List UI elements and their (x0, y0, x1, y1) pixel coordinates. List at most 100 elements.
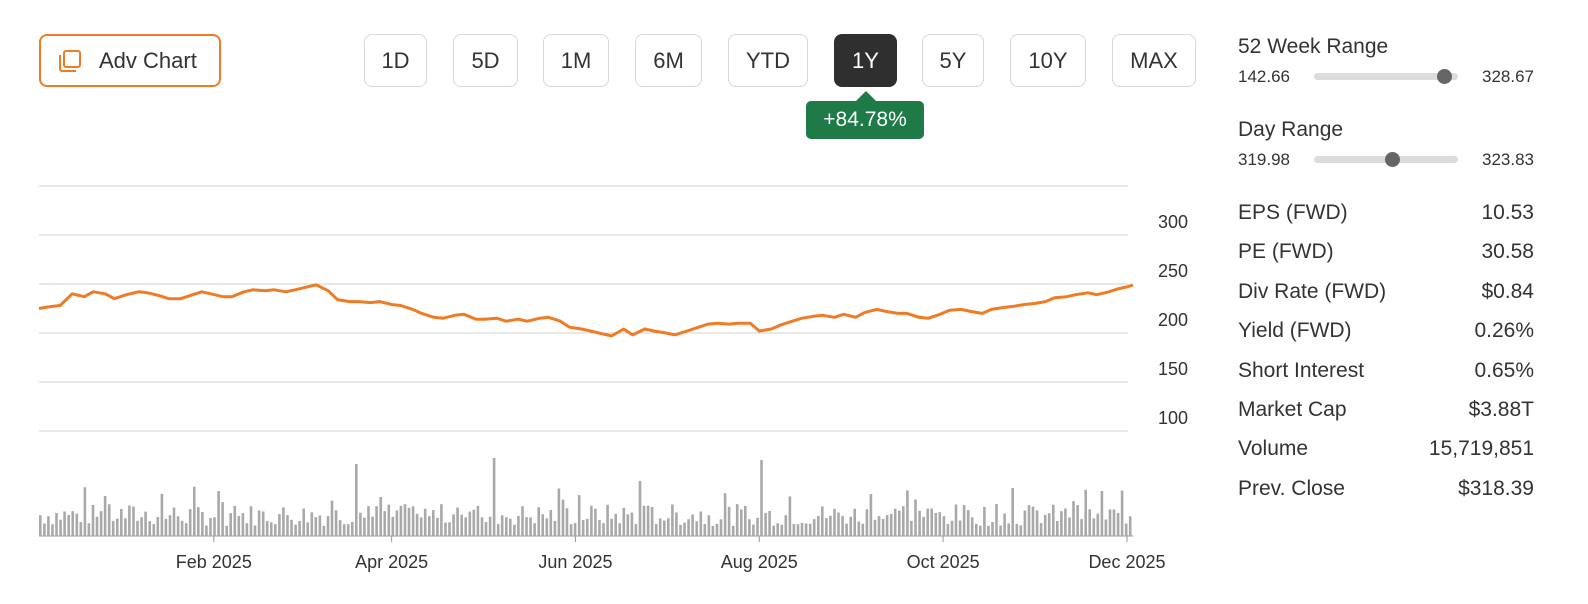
volume-bar (217, 491, 220, 536)
volume-bar (391, 516, 395, 536)
volume-bar (792, 524, 796, 536)
volume-bar (310, 512, 314, 536)
volume-bar (829, 515, 832, 536)
volume-bar (363, 517, 366, 536)
y-tick-label: 100 (1158, 408, 1188, 428)
adv-chart-button[interactable]: Adv Chart (39, 34, 221, 87)
stat-value: 0.65% (1474, 359, 1534, 382)
volume-bar (116, 518, 119, 536)
volume-bar (590, 505, 593, 536)
volume-bar (298, 520, 301, 536)
volume-bar (367, 506, 370, 536)
volume-bar (79, 522, 83, 536)
volume-bar (379, 497, 382, 536)
period-5y-button[interactable]: 5Y (922, 34, 984, 87)
stat-value: 0.26% (1474, 319, 1534, 342)
period-1m-button[interactable]: 1M (543, 34, 609, 87)
volume-bar (464, 517, 467, 536)
period-6m-button[interactable]: 6M (635, 34, 702, 87)
x-tick-label: Oct 2025 (907, 552, 980, 572)
volume-bar (318, 515, 322, 536)
week52-low: 142.66 (1238, 67, 1290, 86)
volume-bar (975, 523, 978, 536)
volume-bar (492, 458, 496, 536)
volume-bar (699, 511, 703, 536)
volume-bar (188, 509, 192, 536)
volume-bar (691, 514, 694, 536)
volume-bar (209, 518, 212, 536)
day-range-marker (1384, 152, 1400, 167)
volume-bar (496, 524, 500, 536)
volume-bar (1043, 514, 1047, 536)
volume-bar (351, 521, 354, 536)
volume-bar (622, 507, 626, 536)
volume-bar (103, 496, 107, 536)
y-tick-label: 200 (1158, 310, 1188, 330)
volume-bar (261, 511, 265, 536)
volume-bar (618, 523, 621, 536)
volume-bar (1100, 491, 1104, 536)
volume-bar (152, 524, 156, 536)
volume-bar (428, 516, 431, 536)
volume-bar (330, 500, 334, 536)
volume-bar (513, 524, 516, 536)
period-1y-button[interactable]: 1Y (834, 34, 897, 87)
volume-bar (484, 522, 488, 536)
volume-bar (448, 522, 451, 536)
volume-bar (869, 494, 873, 536)
volume-bar (156, 516, 160, 536)
volume-bar (456, 507, 459, 536)
volume-bar (902, 506, 905, 536)
volume-bar (841, 515, 844, 536)
volume-bar (768, 511, 771, 536)
volume-bar (881, 519, 885, 536)
volume-bar (553, 520, 557, 536)
period-max-button[interactable]: MAX (1112, 34, 1196, 87)
volume-bar (452, 514, 455, 536)
volume-bar (39, 515, 42, 536)
volume-bar (302, 508, 305, 536)
period-10y-button[interactable]: 10Y (1010, 34, 1086, 87)
volume-bar (124, 518, 127, 536)
volume-bar (723, 493, 727, 536)
volume-bar (359, 512, 362, 536)
volume-bar (954, 504, 958, 536)
period-ytd-button[interactable]: YTD (728, 34, 808, 87)
volume-bar (910, 521, 913, 536)
volume-bar (419, 517, 423, 536)
volume-bar (930, 508, 933, 536)
volume-bar (837, 512, 840, 536)
period-1d-button[interactable]: 1D (364, 34, 427, 87)
volume-bar (1128, 516, 1132, 536)
volume-bar (322, 525, 326, 536)
volume-bar (1052, 504, 1055, 536)
volume-bar (687, 519, 690, 536)
volume-bar (614, 513, 617, 536)
volume-bar (407, 507, 411, 536)
volume-bar (265, 520, 269, 536)
volume-bar (663, 520, 666, 536)
stat-label: Volume (1238, 437, 1309, 460)
volume-bar (991, 522, 994, 536)
volume-bar (650, 507, 654, 536)
volume-bar (1104, 519, 1108, 536)
volume-bar (387, 504, 391, 536)
volume-bar (83, 487, 87, 536)
price-line-layer (38, 283, 1134, 338)
y-tick-label: 250 (1158, 261, 1188, 281)
volume-bar (740, 509, 743, 536)
volume-bar (120, 509, 123, 536)
stat-value: $318.39 (1458, 477, 1534, 500)
volume-bar (529, 517, 532, 536)
volume-bar (598, 519, 601, 536)
volume-bar (245, 523, 249, 536)
stat-value: $3.88T (1468, 398, 1534, 421)
volume-bar (314, 517, 318, 536)
volume-bar (565, 508, 569, 536)
period-5d-button[interactable]: 5D (453, 34, 518, 87)
volume-bar (569, 524, 573, 536)
volume-bar (468, 511, 472, 536)
volume-bar (99, 511, 103, 536)
stat-label: Prev. Close (1238, 477, 1345, 500)
volume-bar (51, 524, 54, 536)
